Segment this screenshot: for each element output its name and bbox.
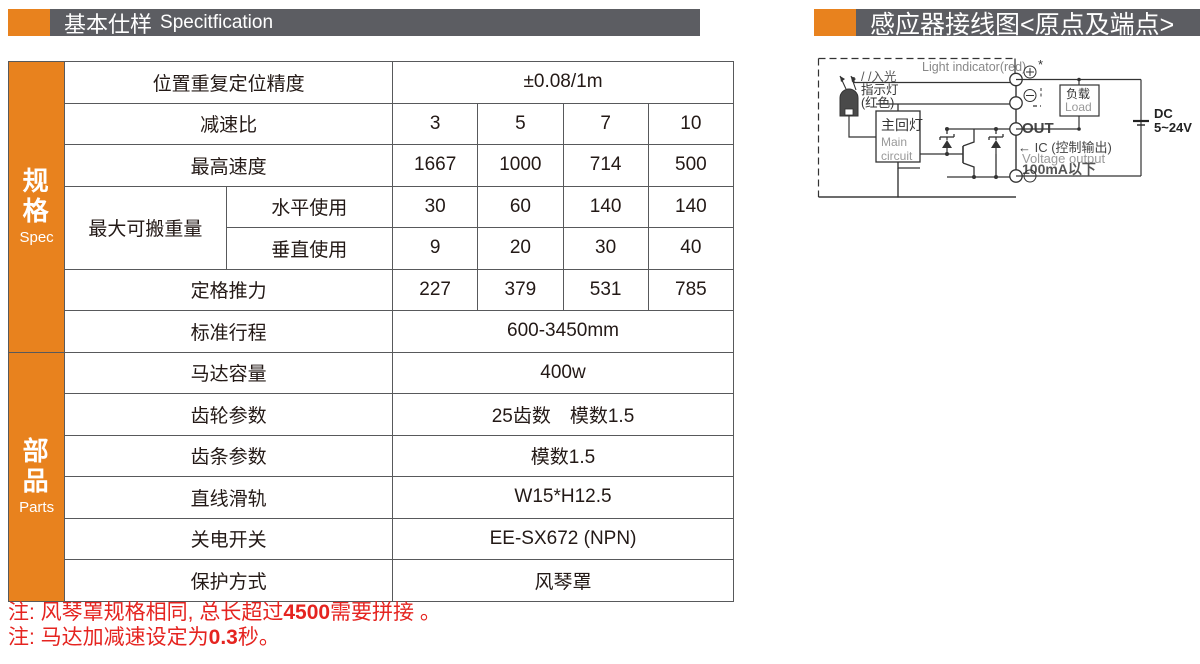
svg-text:Main: Main (881, 135, 907, 149)
svg-text:/ /入光: / /入光 (861, 70, 896, 84)
svg-text:DC: DC (1154, 106, 1173, 121)
svg-text:指示灯: 指示灯 (861, 82, 899, 97)
svg-text:负载: 负载 (1066, 87, 1090, 101)
svg-text:(红色): (红色) (861, 95, 894, 110)
svg-text:100mA以下: 100mA以下 (1022, 161, 1096, 177)
svg-text:Light indicator(red): Light indicator(red) (922, 60, 1026, 74)
svg-text:Load: Load (1065, 100, 1092, 114)
svg-text:circuit: circuit (881, 149, 913, 163)
svg-text:主回灯: 主回灯 (881, 117, 923, 133)
svg-text:*: * (1038, 57, 1043, 72)
svg-text:5~24V: 5~24V (1154, 120, 1192, 135)
